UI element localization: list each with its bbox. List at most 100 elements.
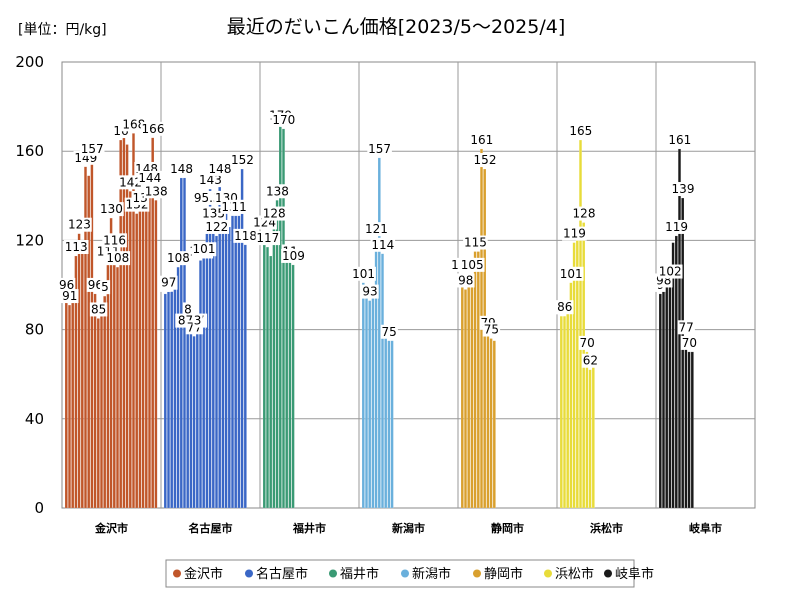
data-label-bg <box>102 233 127 248</box>
bar-6-11 <box>591 362 595 509</box>
data-label: 5 <box>101 280 109 294</box>
data-label: 168 <box>122 117 145 131</box>
data-label: 115 <box>464 236 487 250</box>
bar-2-15 <box>208 188 212 509</box>
data-label-bg <box>261 206 287 221</box>
y-tick-label: 40 <box>25 410 44 428</box>
data-label: 96 <box>88 278 103 292</box>
data-label: 75 <box>484 323 499 337</box>
bar-7-4 <box>668 280 672 509</box>
data-label: 108 <box>167 251 190 265</box>
bar-3-6 <box>278 124 282 509</box>
data-label: 139 <box>672 182 695 196</box>
data-label: 101 <box>193 242 216 256</box>
bar-1-1 <box>64 293 68 509</box>
data-label: 165 <box>569 124 592 138</box>
bar-1-29 <box>154 200 158 509</box>
bar-1-7 <box>83 166 87 509</box>
data-label-bg <box>578 335 596 350</box>
data-label: 148 <box>170 162 193 176</box>
bar-1-28 <box>151 137 155 509</box>
bar-4-8 <box>384 329 388 509</box>
data-label-bg <box>472 153 498 168</box>
legend-label: 名古屋市 <box>256 566 308 582</box>
data-label-bg <box>61 289 79 304</box>
data-label: 85 <box>91 302 106 316</box>
bar-7-2 <box>662 289 666 509</box>
data-label: 93 <box>362 285 377 299</box>
bar-3-4 <box>272 222 276 509</box>
legend-label: 静岡市 <box>484 566 523 582</box>
data-label: 113 <box>65 240 88 254</box>
y-tick-label: 120 <box>15 231 44 249</box>
bar-1-10 <box>93 293 97 509</box>
bar-1-20 <box>125 144 129 509</box>
bar-1-4 <box>74 255 78 509</box>
legend-label: 岐阜市 <box>615 566 654 582</box>
data-label: 3 <box>194 314 202 328</box>
data-label: 96 <box>59 278 74 292</box>
legend-swatch <box>173 569 181 578</box>
bar-4-6 <box>377 157 381 509</box>
y-tick-label: 0 <box>34 499 44 517</box>
bar-4-9 <box>387 340 391 509</box>
bar-1-26 <box>144 177 148 509</box>
legend-label: 新潟市 <box>412 566 451 582</box>
chart-title: 最近のだいこん価格[2023/5〜2025/4] <box>227 16 566 38</box>
data-label-bg <box>204 219 230 234</box>
data-label: 161 <box>668 133 691 147</box>
data-label-bg <box>57 277 76 292</box>
data-label-bg <box>459 257 485 272</box>
data-label-bg <box>63 240 89 255</box>
data-label: 128 <box>263 207 286 221</box>
data-label-bg <box>118 175 143 190</box>
data-label: 142 <box>119 175 142 189</box>
data-label-bg <box>166 251 191 266</box>
bar-6-5 <box>572 242 576 509</box>
bar-2-6 <box>179 177 183 509</box>
legend-swatch <box>604 569 612 578</box>
data-label-bg <box>192 313 203 328</box>
bar-5-2 <box>464 289 468 509</box>
bar-7-8 <box>681 197 685 509</box>
data-label: 97 <box>161 276 176 290</box>
bar-1-25 <box>141 206 145 509</box>
data-label: 152 <box>474 153 497 167</box>
bar-1-22 <box>131 133 135 509</box>
data-label-bg <box>79 141 105 156</box>
data-label-bg <box>581 353 600 368</box>
data-label: 144 <box>138 171 161 185</box>
bar-5-9 <box>486 331 490 509</box>
data-label-bg <box>680 335 699 350</box>
bar-1-11 <box>96 318 100 509</box>
data-label-bg <box>482 322 501 337</box>
legend-box <box>165 559 635 588</box>
bar-6-3 <box>566 311 570 509</box>
data-label: 108 <box>106 251 129 265</box>
bar-5-4 <box>470 273 474 509</box>
bar-2-2 <box>166 291 170 509</box>
data-label-bg <box>670 182 696 197</box>
bar-6-9 <box>585 351 589 509</box>
bar-7-9 <box>684 336 688 509</box>
y-axis: 0 40 80 120 160 200 <box>15 53 44 517</box>
x-category-label: 岐阜市 <box>689 521 722 535</box>
legend-label: 金沢市 <box>184 566 223 582</box>
bar-3-2 <box>266 246 270 509</box>
data-label: 143 <box>199 173 222 187</box>
data-label-bg <box>367 141 392 156</box>
data-label: 70 <box>580 336 595 350</box>
data-label: 70 <box>682 336 697 350</box>
y-tick-label: 80 <box>25 321 44 339</box>
bar-1-24 <box>138 206 142 509</box>
data-label-bg <box>558 266 584 281</box>
bar-4-3 <box>368 300 372 509</box>
data-label-bg <box>137 170 163 185</box>
data-label: 11 <box>232 200 247 214</box>
data-label: 157 <box>81 142 104 156</box>
bar-1-12 <box>99 316 103 509</box>
bar-1-16 <box>112 249 116 509</box>
data-label: 138 <box>145 184 168 198</box>
data-label-bg <box>99 280 111 295</box>
bar-3-3 <box>269 255 273 509</box>
